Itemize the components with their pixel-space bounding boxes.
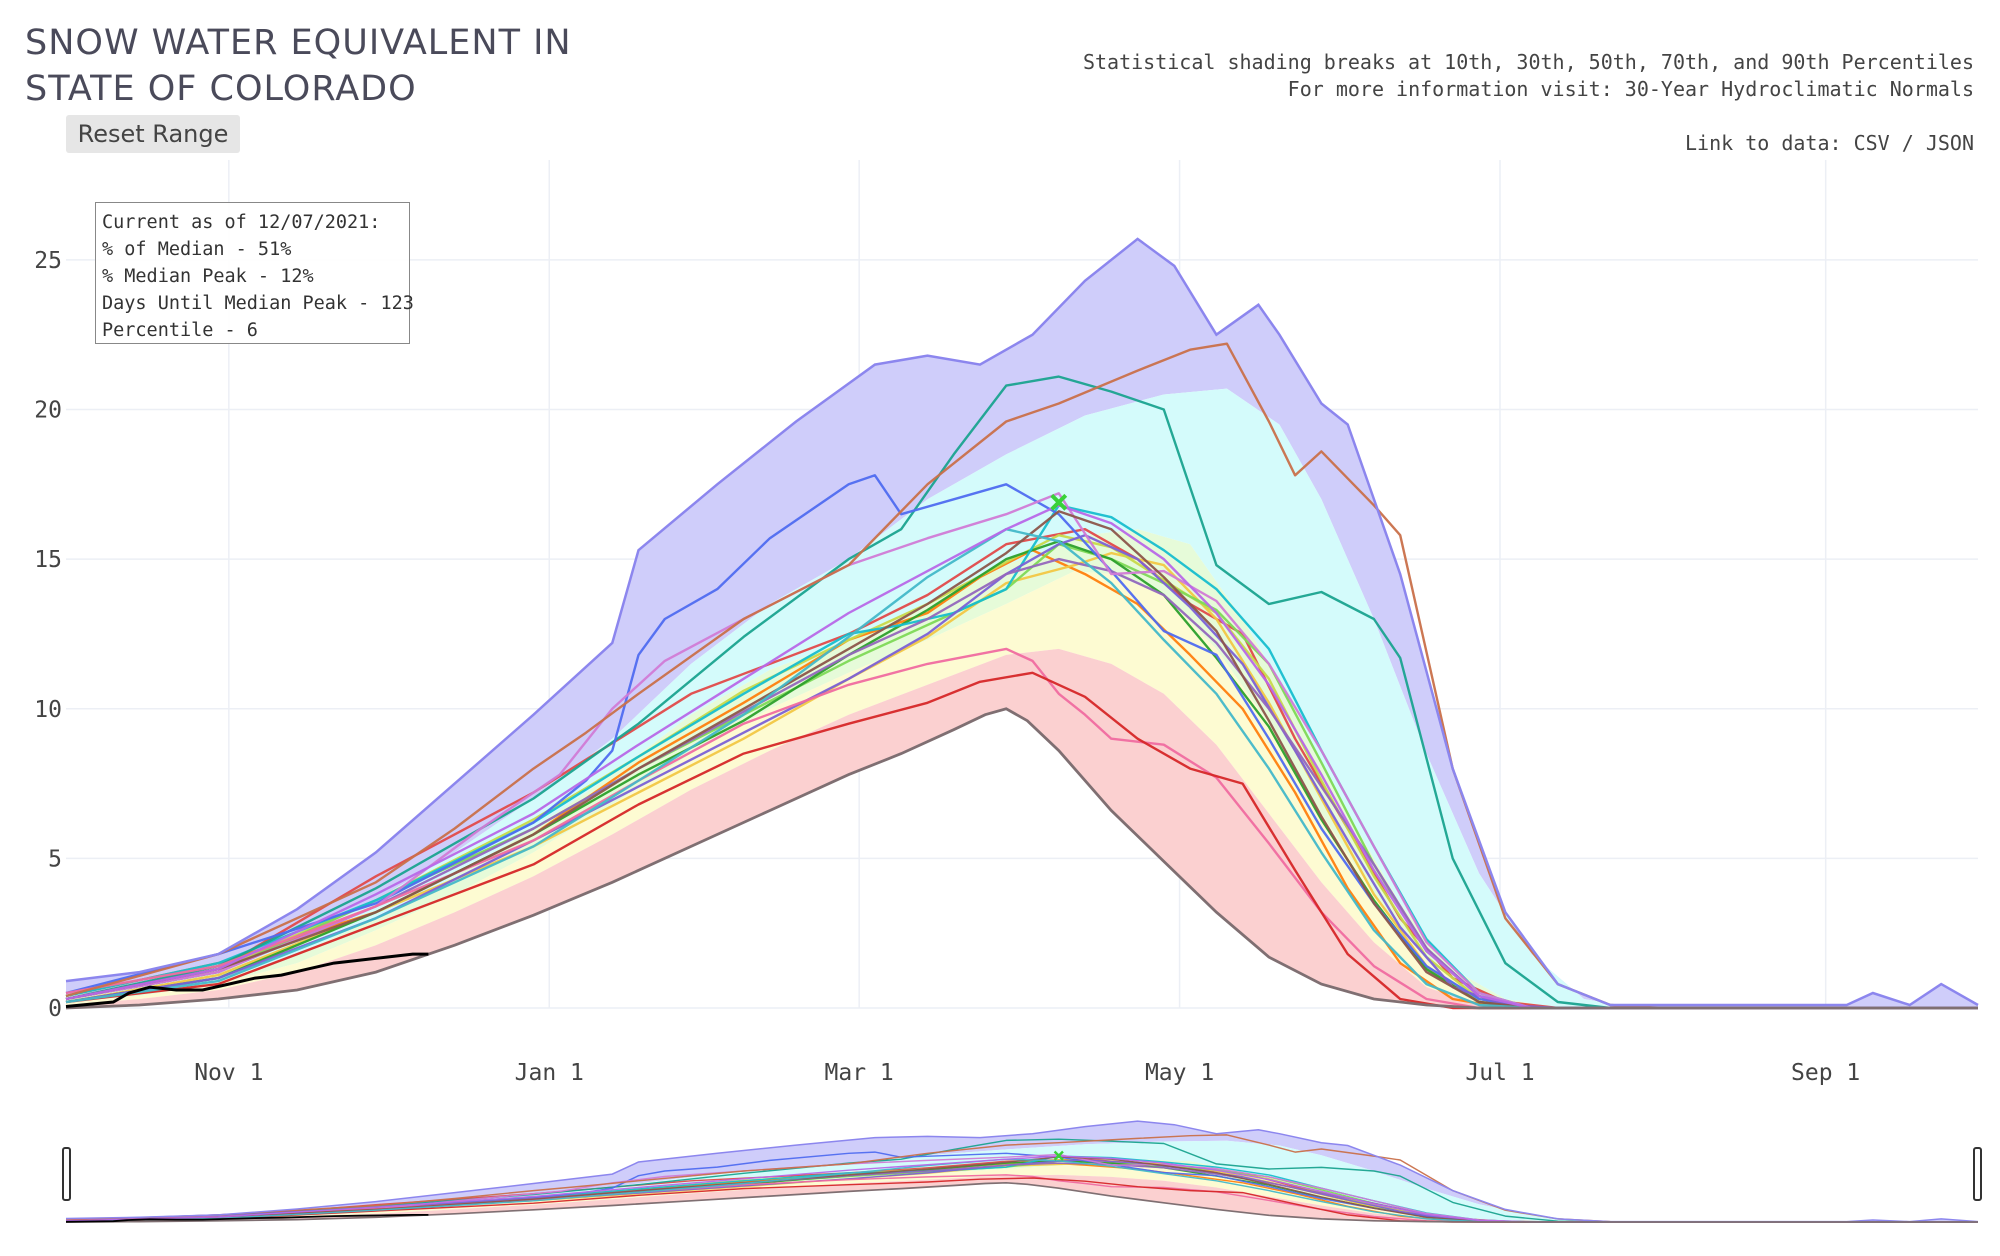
historical-year-line — [65, 671, 1978, 1010]
median-peak-marker — [1050, 493, 1068, 511]
y-tick-label: 20 — [34, 398, 62, 424]
y-tick-label: 15 — [34, 547, 62, 573]
historical-year-line — [65, 1153, 1978, 1223]
info-pct-median: % of Median - 51% — [102, 239, 292, 260]
historical-year-line — [65, 647, 1978, 1010]
historical-year-line — [65, 1155, 1978, 1223]
band-max-90 — [66, 1121, 1978, 1222]
x-tick-label: Jan 1 — [515, 1060, 584, 1086]
x-tick-label: Sep 1 — [1791, 1060, 1860, 1086]
historical-year-line — [65, 504, 1978, 1010]
historical-year-line — [65, 1156, 1978, 1223]
chart-title: SNOW WATER EQUIVALENT IN STATE OF COLORA… — [25, 20, 572, 112]
historical-year-line — [65, 492, 1978, 1010]
range-handle-right[interactable] — [1973, 1147, 1982, 1201]
x-tick-label: Jul 1 — [1465, 1060, 1534, 1086]
band-30-50 — [66, 1164, 1978, 1222]
historical-year-line — [65, 1158, 1978, 1223]
historical-year-line — [65, 342, 1978, 1010]
max-line — [65, 1120, 1979, 1223]
y-tick-label: 5 — [48, 846, 62, 872]
historical-year-line — [65, 1138, 1978, 1223]
shading-note: Statistical shading breaks at 10th, 30th… — [1082, 50, 1974, 74]
historical-year-line — [65, 510, 1978, 1010]
info-days-until-peak: Days Until Median Peak - 123 — [102, 293, 414, 314]
x-tick-label: Mar 1 — [825, 1060, 894, 1086]
normals-link[interactable]: For more information visit: 30-Year Hydr… — [1287, 77, 1974, 101]
band-10-30 — [66, 648, 1978, 1008]
reset-range-button[interactable]: Reset Range — [66, 115, 240, 153]
current-year-line — [65, 1214, 429, 1223]
historical-year-line — [65, 375, 1978, 1010]
data-link[interactable]: Link to data: CSV / JSON — [1685, 131, 1974, 155]
info-pct-median-peak: % Median Peak - 12% — [102, 266, 314, 287]
x-tick-label: May 1 — [1145, 1060, 1214, 1086]
band-30-50 — [66, 571, 1978, 1008]
title-line-1: SNOW WATER EQUIVALENT IN — [25, 23, 572, 63]
range-handle-left[interactable] — [62, 1147, 71, 1201]
info-percentile: Percentile - 6 — [102, 320, 258, 341]
historical-year-line — [65, 557, 1978, 1010]
historical-year-line — [65, 1177, 1978, 1223]
current-year-line — [65, 952, 429, 1008]
rangeslider-series — [65, 1120, 1979, 1223]
median-peak-marker — [1053, 1150, 1064, 1161]
y-tick-label: 10 — [34, 697, 62, 723]
y-tick-label: 25 — [34, 248, 62, 274]
info-box: Current as of 12/07/2021: % of Median - … — [95, 202, 414, 344]
max-line — [65, 237, 1979, 1007]
main-series — [65, 237, 1979, 1010]
x-tick-label: Nov 1 — [194, 1060, 263, 1086]
band-max-90 — [66, 238, 1978, 1008]
y-tick-label: 0 — [48, 996, 62, 1022]
title-line-2: STATE OF COLORADO — [25, 69, 417, 109]
min-line — [65, 1181, 1978, 1223]
info-current-date: Current as of 12/07/2021: — [102, 212, 381, 233]
historical-year-line — [65, 528, 1978, 1010]
min-line — [65, 707, 1978, 1010]
band-70-90 — [66, 388, 1978, 1009]
